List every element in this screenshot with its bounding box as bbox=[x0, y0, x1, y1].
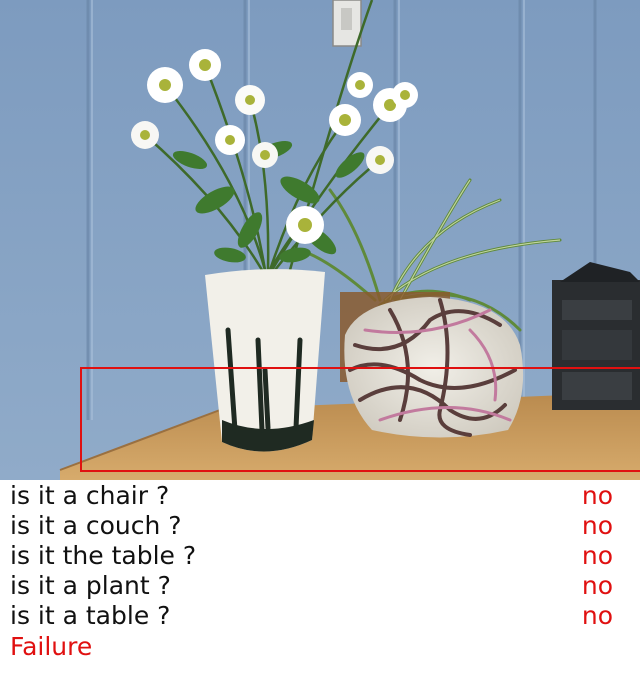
answer-text: no bbox=[581, 511, 613, 540]
answer-text: no bbox=[581, 481, 613, 510]
felt-vase bbox=[205, 269, 325, 452]
scene-photo bbox=[0, 0, 640, 480]
carved-box bbox=[552, 262, 640, 410]
answer-text: no bbox=[581, 601, 613, 630]
daisies bbox=[131, 49, 418, 244]
question-text: is it a plant ? bbox=[10, 571, 171, 600]
dialog-row: is it a plant ? no bbox=[0, 571, 640, 601]
answer-text: no bbox=[581, 541, 613, 570]
question-text: is it a chair ? bbox=[10, 481, 170, 510]
dialog-row: is it the table ? no bbox=[0, 541, 640, 571]
dialog-row: is it a couch ? no bbox=[0, 511, 640, 541]
scene-illustration bbox=[0, 0, 640, 480]
answer-text: no bbox=[581, 571, 613, 600]
dialog-row: is it a chair ? no bbox=[0, 481, 640, 511]
dialog-row: is it a table ? no bbox=[0, 601, 640, 631]
question-text: is it a couch ? bbox=[10, 511, 182, 540]
question-text: is it a table ? bbox=[10, 601, 171, 630]
bounding-box bbox=[80, 367, 640, 472]
dialog-list: is it a chair ? no is it a couch ? no is… bbox=[0, 481, 640, 631]
result-text: Failure bbox=[10, 632, 93, 661]
question-text: is it the table ? bbox=[10, 541, 197, 570]
